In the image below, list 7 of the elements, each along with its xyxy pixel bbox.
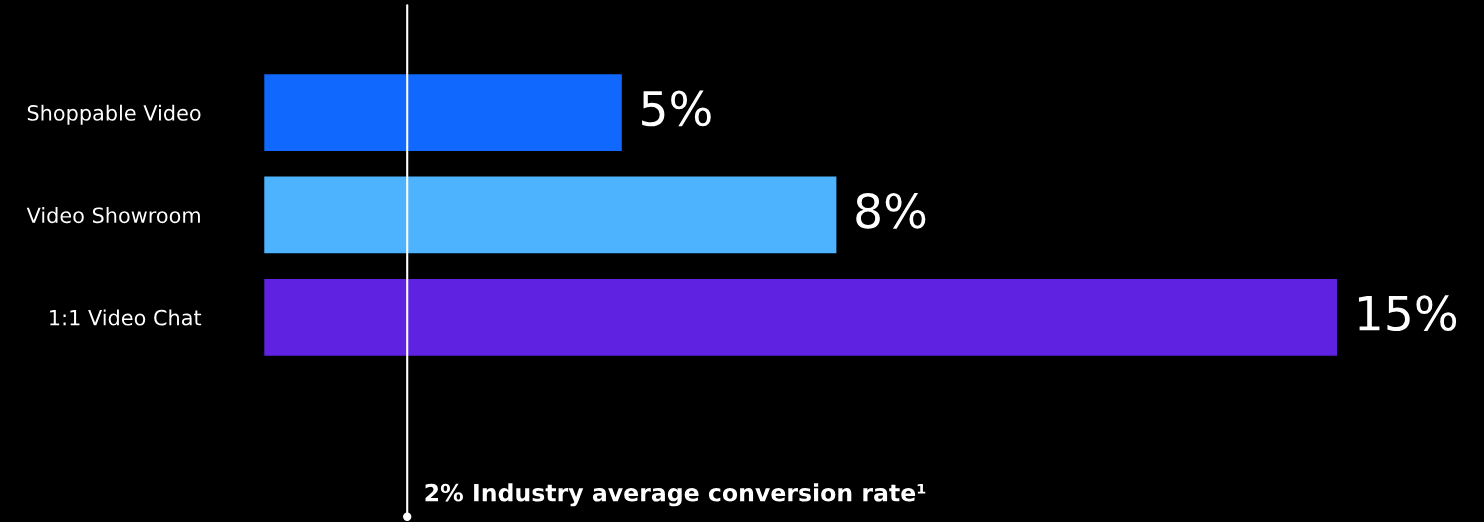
data-label: 5% bbox=[642, 90, 711, 127]
y-tick-label: Video Showroom bbox=[26, 207, 200, 224]
y-tick-label: Shoppable Video bbox=[27, 104, 201, 125]
ref-line-label: 2% Industry average conversion rate¹ bbox=[425, 483, 926, 507]
data-label: 8% bbox=[856, 192, 926, 229]
y-tick-label: 1:1 Video Chat bbox=[50, 309, 202, 326]
data-label: 15% bbox=[1358, 295, 1457, 331]
